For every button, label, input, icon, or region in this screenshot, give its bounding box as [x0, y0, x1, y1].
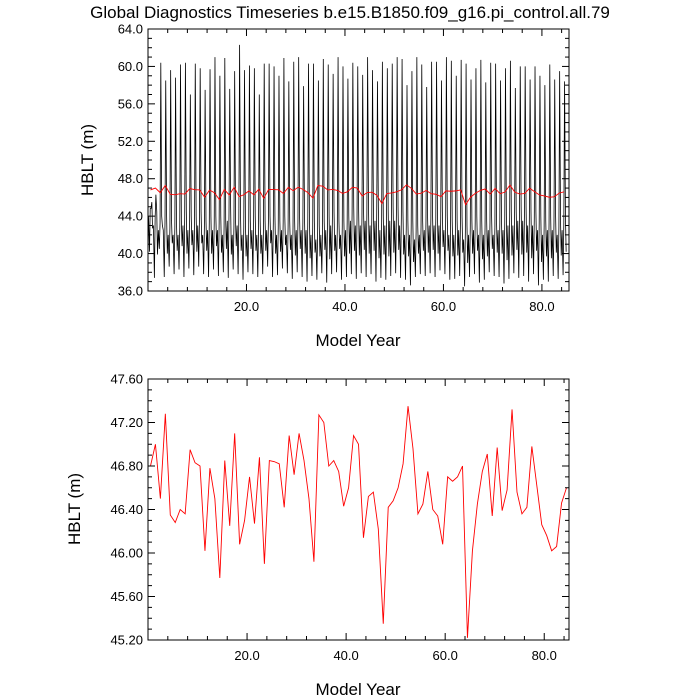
top-panel: 36.0 40.0 44.0 48.0 52.0 56.0 60.0 64.0 20.0 40.0… — [78, 22, 570, 350]
top-ticks-layer: 36.0 40.0 44.0 48.0 52.0 56.0 60.0 64.0 20.0 40.0… — [118, 22, 569, 314]
bottom-x-axis-label: Model Year — [315, 680, 400, 699]
bottom-panel: 45.20 45.60 46.00 46.40 46.80 47.20 47.60 20.0 4… — [65, 372, 570, 699]
top-x-tick-label: 20.0 — [234, 299, 259, 314]
bottom-annual-series-line — [150, 406, 567, 638]
bottom-y-tick-label: 46.80 — [110, 459, 143, 474]
top-x-tick-label: 40.0 — [332, 299, 357, 314]
top-annual-series-line — [150, 184, 565, 206]
bottom-y-tick-label: 46.00 — [110, 546, 143, 561]
bottom-series-layer — [150, 406, 567, 638]
bottom-x-tick-label: 60.0 — [433, 648, 458, 663]
top-series-layer — [148, 44, 567, 287]
top-y-axis-label: HBLT (m) — [78, 124, 97, 196]
top-x-tick-label: 60.0 — [431, 299, 456, 314]
top-x-tick-label: 80.0 — [529, 299, 554, 314]
bottom-x-tick-label: 20.0 — [234, 648, 259, 663]
top-y-tick-label: 36.0 — [118, 284, 143, 299]
bottom-y-tick-label: 47.60 — [110, 372, 143, 387]
top-y-tick-label: 48.0 — [118, 171, 143, 186]
top-y-tick-label: 44.0 — [118, 209, 143, 224]
bottom-y-tick-label: 47.20 — [110, 415, 143, 430]
figure-title: Global Diagnostics Timeseries b.e15.B185… — [90, 3, 610, 22]
top-monthly-series-line — [148, 44, 567, 287]
bottom-y-tick-label: 45.20 — [110, 633, 143, 648]
bottom-ticks-layer: 45.20 45.60 46.00 46.40 46.80 47.20 47.60 20.0 4… — [110, 372, 569, 663]
top-y-tick-label: 40.0 — [118, 246, 143, 261]
top-x-axis-label: Model Year — [315, 331, 400, 350]
bottom-y-axis-label: HBLT (m) — [65, 473, 84, 545]
top-y-tick-label: 52.0 — [118, 134, 143, 149]
bottom-plot-frame — [147, 378, 570, 641]
bottom-x-tick-label: 40.0 — [333, 648, 358, 663]
bottom-y-tick-label: 45.60 — [110, 589, 143, 604]
top-y-tick-label: 64.0 — [118, 22, 143, 37]
top-y-tick-label: 60.0 — [118, 59, 143, 74]
bottom-y-tick-label: 46.40 — [110, 502, 143, 517]
bottom-x-tick-label: 80.0 — [532, 648, 557, 663]
top-y-tick-label: 56.0 — [118, 96, 143, 111]
